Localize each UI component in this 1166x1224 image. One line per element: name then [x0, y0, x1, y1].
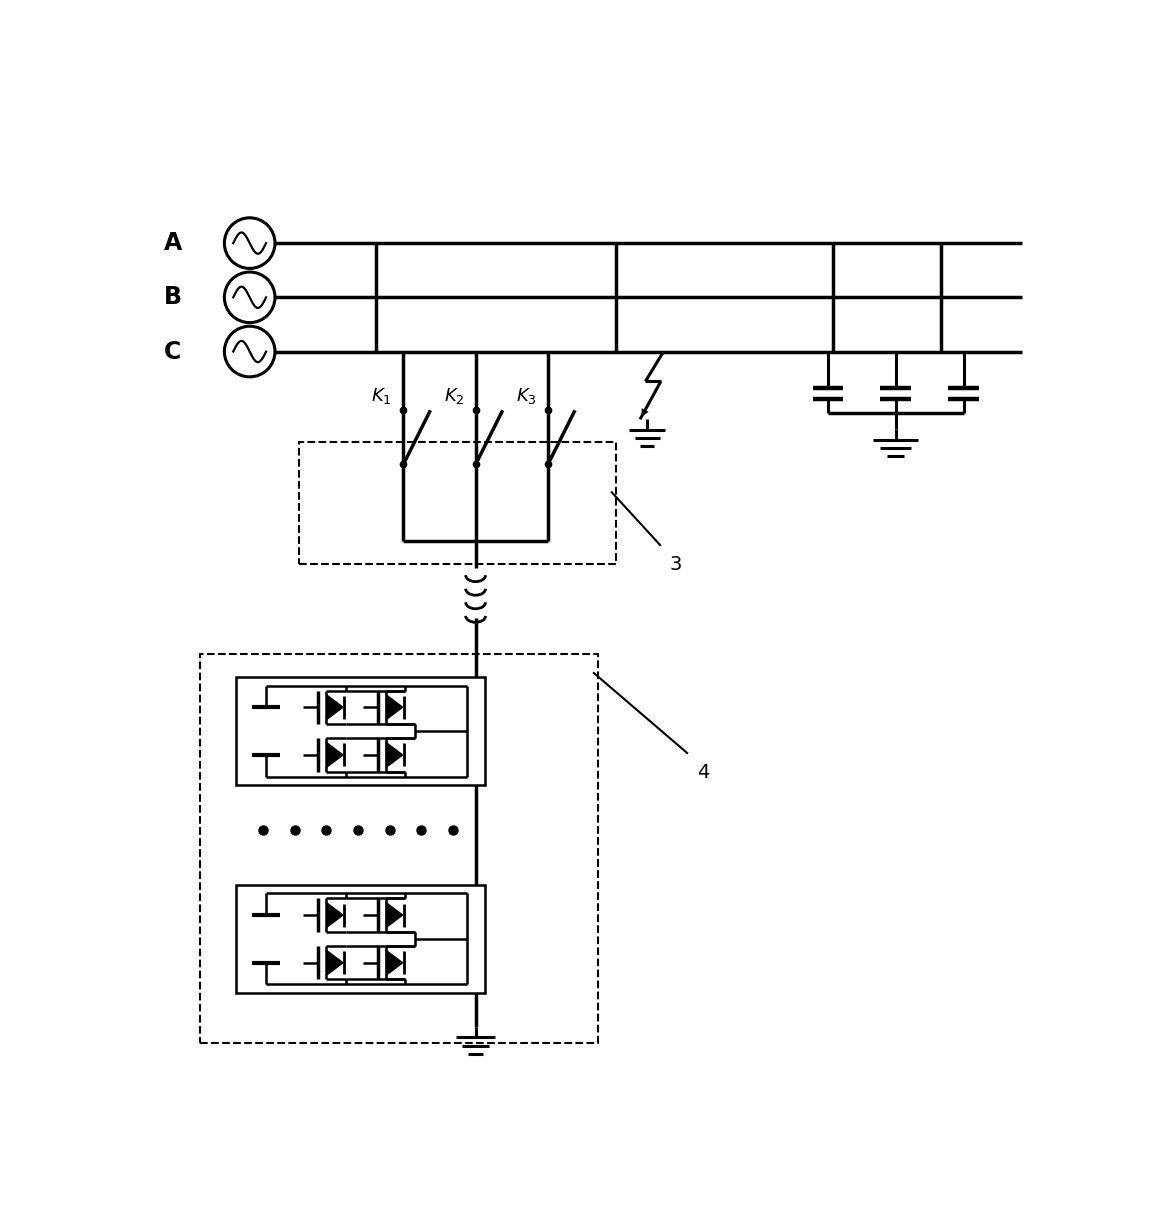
Text: 4: 4: [697, 763, 709, 782]
Polygon shape: [386, 901, 403, 929]
Polygon shape: [386, 742, 403, 769]
Text: 3: 3: [669, 554, 682, 574]
Text: C: C: [164, 339, 182, 364]
Bar: [300, 442, 616, 564]
Text: $\mathit{K_1}$: $\mathit{K_1}$: [371, 386, 392, 406]
Bar: [236, 885, 485, 993]
Polygon shape: [326, 949, 344, 977]
Polygon shape: [386, 694, 403, 721]
Polygon shape: [326, 694, 344, 721]
Text: $\mathit{K_2}$: $\mathit{K_2}$: [443, 386, 464, 406]
Bar: [201, 655, 598, 1043]
Text: $\mathit{K_3}$: $\mathit{K_3}$: [515, 386, 536, 406]
Polygon shape: [326, 901, 344, 929]
Text: B: B: [164, 285, 182, 310]
Polygon shape: [326, 742, 344, 769]
Text: A: A: [163, 231, 182, 255]
Polygon shape: [386, 949, 403, 977]
Bar: [236, 677, 485, 786]
